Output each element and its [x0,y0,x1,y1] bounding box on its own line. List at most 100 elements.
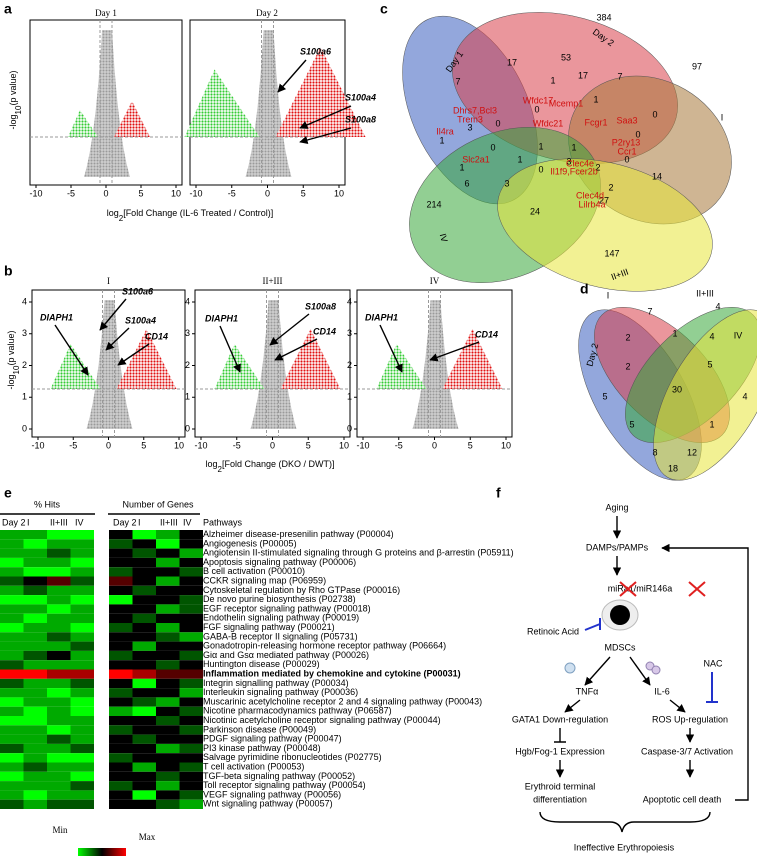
count-label: 147 [604,248,619,258]
pathway-label: PDGF signaling pathway (P00047) [203,734,342,744]
heatmap-cell [0,753,24,763]
heatmap-cell [109,725,133,735]
heatmap-cell [47,799,71,809]
connector [99,298,127,331]
count-label: 0 [495,118,500,128]
count-label: 5 [602,391,607,401]
heatmap-cell [156,650,180,661]
connector [299,127,352,145]
nonsig-points [86,300,133,429]
heatmap-cell [47,790,71,800]
heatmap-cell [23,771,47,782]
heatmap-cell [132,678,156,689]
connector [105,327,130,351]
heatmap-cell [23,688,47,698]
heatmap-cell [179,771,203,782]
heatmap-cell [23,530,47,540]
heatmap-cell [0,669,24,679]
column-label: I [27,517,30,527]
x-tick-label: 5 [306,440,311,450]
heatmap-cell [156,669,180,679]
heatmap-cell [0,650,24,661]
heatmap-cell [70,762,94,772]
gene-label: Trem3 [457,114,483,124]
heatmap-cell [23,641,47,651]
gene-label: Saa3 [616,115,637,125]
heatmap-cell [0,576,24,586]
gene-label: Fcgr1 [584,117,607,127]
pathway-label: Giα and Gsα mediated pathway (P00026) [203,650,369,660]
column-label: IV [183,517,192,527]
heatmap-cell [109,753,133,763]
y-tick-label: 1 [22,392,27,402]
count-label: 5 [629,419,634,429]
heatmap-cell [132,799,156,809]
heatmap-cell [109,650,133,661]
heatmap-cell [156,706,180,716]
heatmap-cell [132,790,156,800]
heatmap-cell [0,781,24,791]
heatmap-cell [179,781,203,791]
pathway-label: Integrin signalling pathway (P00034) [203,678,349,688]
heatmap-cell [70,716,94,726]
heatmap-cell [23,734,47,744]
x-tick-label: -10 [189,188,202,198]
pathway-label: Alzheimer disease-presenilin pathway (P0… [203,529,394,539]
count-label: 1 [593,94,598,104]
count-label: 7 [455,76,460,86]
heatmap-cell [23,706,47,716]
pathway-label: T cell activation (P00053) [203,762,304,772]
heatmap-cell [179,595,203,605]
connector [629,656,651,686]
gene-label: Clec4d [576,190,604,200]
gene-label: Wfdc17 [523,95,554,105]
heatmap-cell [156,632,180,642]
x-tick-label: -5 [395,440,403,450]
heatmap-cell [0,734,24,744]
heatmap-cell [0,790,24,800]
flow-node: TNFα [576,686,599,696]
column-label: I [138,517,141,527]
heatmap-cell [0,771,24,782]
heatmap-cell [47,641,71,651]
count-label: 1 [571,142,576,152]
connector [277,59,307,93]
heatmap-cell [109,734,133,744]
panel-label: d [580,281,589,297]
plot-title: Day 2 [256,8,278,18]
heatmap-cell [23,743,47,754]
heatmap-cell [179,706,203,716]
count-label: 97 [692,61,702,71]
count-label: 2 [595,162,600,172]
heatmap-cell [47,557,71,568]
connector [219,325,241,373]
heatmap-cell [70,650,94,661]
heatmap-cell [156,678,180,689]
count-label: 1 [672,328,677,338]
heatmap-cell [70,604,94,614]
heatmap-cell [132,595,156,605]
heatmap-cell [179,753,203,763]
heatmap-cell [179,669,203,679]
count-label: 0 [490,142,495,152]
heatmap-cell [0,530,24,540]
count-label: 7 [647,306,652,316]
heatmap-cell [179,650,203,661]
y-tick-label: 0 [347,423,352,433]
axis-label-part: (p value) [8,71,18,106]
x-tick-label: 5 [301,188,306,198]
heatmap-cell [109,743,133,754]
heatmap-cell [179,604,203,614]
axis-label-part: -log [6,374,16,389]
heatmap-cell [132,613,156,623]
heatmap-cell [70,697,94,707]
cross-out [619,581,637,597]
count-label: 18 [668,463,678,473]
count-label: 0 [538,164,543,174]
heatmap-cell [132,557,156,568]
heatmap-cell [70,781,94,791]
heatmap-cell [0,539,24,549]
heatmap-cell [70,678,94,689]
heatmap-cell [132,706,156,716]
plot-title: Day 1 [95,8,117,18]
